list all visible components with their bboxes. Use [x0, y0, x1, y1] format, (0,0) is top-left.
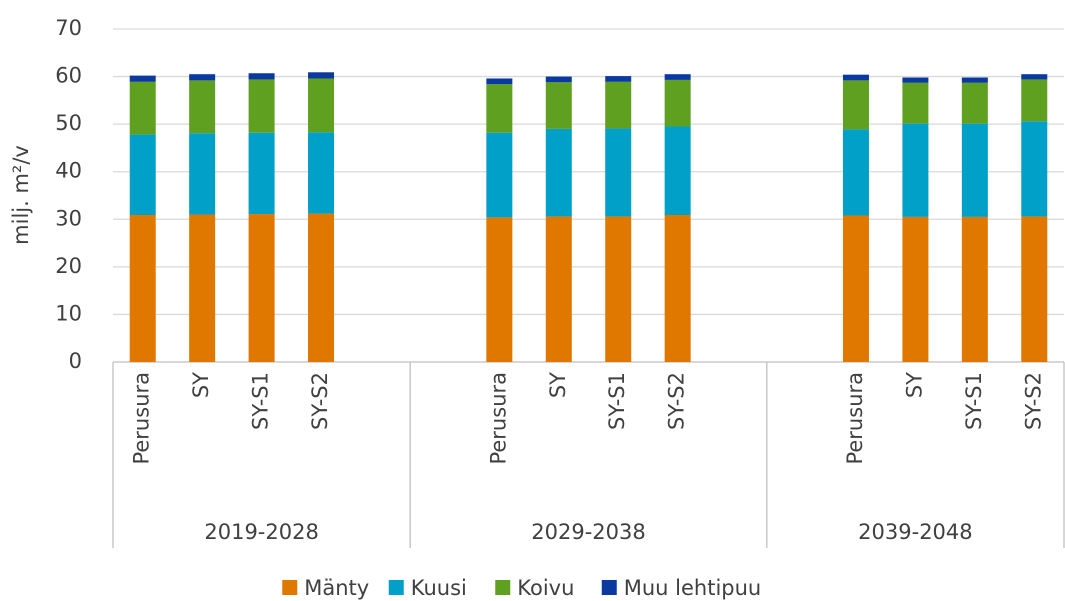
x-tick-label: SY-S2 — [1021, 372, 1045, 430]
bar-segment — [129, 75, 156, 82]
x-tick-label: SY — [902, 372, 926, 398]
legend-swatch — [388, 580, 404, 595]
y-tick-label: 70 — [55, 16, 82, 40]
bar-segment — [664, 79, 691, 127]
legend-label: Kuusi — [411, 576, 467, 600]
bar-segment — [902, 216, 929, 362]
bar-segment — [486, 78, 513, 85]
group-label: 2029-2038 — [531, 520, 645, 544]
y-tick-label: 50 — [55, 111, 82, 135]
legend-swatch — [282, 580, 298, 595]
bar-segment — [842, 129, 869, 216]
bar-segment — [605, 81, 632, 129]
bar-segment — [545, 76, 572, 83]
x-tick-label: SY-S2 — [308, 372, 332, 430]
x-tick-label: SY-S1 — [962, 372, 986, 430]
bar-segment — [189, 133, 216, 215]
y-tick-label: 0 — [69, 349, 82, 373]
y-tick-label: 60 — [55, 64, 82, 88]
bar-segment — [248, 79, 275, 133]
bar-segment — [129, 215, 156, 362]
group-label: 2039-2048 — [858, 520, 972, 544]
x-tick-label: SY — [189, 372, 213, 398]
legend-label: Mänty — [304, 576, 369, 600]
legend-label: Koivu — [517, 576, 574, 600]
bar-segment — [664, 215, 691, 362]
bar-segment — [308, 78, 335, 133]
legend-label: Muu lehtipuu — [624, 576, 762, 600]
bar-segment — [545, 82, 572, 129]
bar-segment — [545, 128, 572, 217]
bar-segment — [902, 77, 929, 83]
x-tick-label: SY-S2 — [665, 372, 689, 430]
bar-segment — [842, 215, 869, 362]
bar-segment — [189, 214, 216, 362]
bar-segment — [486, 132, 513, 218]
bar-segment — [961, 216, 988, 362]
x-tick-label: SY-S1 — [605, 372, 629, 430]
bar-segment — [664, 126, 691, 216]
x-tick-label: SY-S1 — [249, 372, 273, 430]
y-axis-label: milj. m²/v — [9, 145, 33, 245]
bar-segment — [605, 76, 632, 82]
bar-segment — [129, 81, 156, 135]
bar-segment — [486, 84, 513, 133]
bar-segment — [605, 128, 632, 217]
bar-segment — [308, 132, 335, 214]
bar-segment — [1021, 216, 1048, 362]
legend-swatch — [601, 580, 617, 595]
bar-segment — [486, 217, 513, 362]
bar-segment — [545, 216, 572, 362]
bar-segment — [664, 74, 691, 80]
x-tick-label: SY — [546, 372, 570, 398]
bar-segment — [1021, 74, 1048, 80]
bar-segment — [1021, 121, 1048, 217]
bar-segment — [1021, 79, 1048, 122]
y-tick-label: 30 — [55, 206, 82, 230]
bar-segment — [189, 80, 216, 134]
bar-segment — [961, 123, 988, 217]
y-tick-label: 40 — [55, 159, 82, 183]
bar-segment — [842, 74, 869, 81]
bar-segment — [308, 72, 335, 79]
bar-segment — [961, 82, 988, 124]
x-tick-label: Perusura — [130, 372, 154, 465]
bar-segment — [842, 80, 869, 130]
x-tick-label: Perusura — [486, 372, 510, 465]
bar-segment — [308, 213, 335, 362]
bar-segment — [248, 214, 275, 362]
bar-segment — [248, 132, 275, 215]
bar-segment — [902, 123, 929, 217]
bar-segment — [248, 73, 275, 80]
bar-segment — [605, 216, 632, 362]
bar-segment — [902, 82, 929, 124]
y-tick-label: 20 — [55, 254, 82, 278]
bar-segment — [189, 74, 216, 81]
bar-segment — [129, 134, 156, 216]
legend-swatch — [495, 580, 511, 595]
x-tick-label: Perusura — [843, 372, 867, 465]
y-tick-label: 10 — [55, 301, 82, 325]
bar-segment — [961, 77, 988, 83]
group-label: 2019-2028 — [204, 520, 318, 544]
